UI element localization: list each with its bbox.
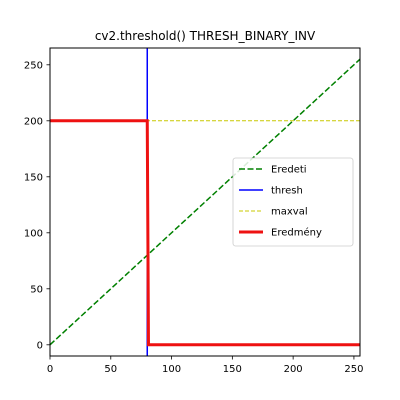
y-axis: 0 50 100 150 200 250 bbox=[24, 60, 50, 351]
legend: Eredeti thresh maxval Eredmény bbox=[232, 157, 354, 247]
legend-box bbox=[232, 157, 354, 247]
chart-title: cv2.threshold() THRESH_BINARY_INV bbox=[95, 29, 316, 43]
x-tick-label: 250 bbox=[344, 364, 363, 375]
x-tick-label: 50 bbox=[104, 364, 117, 375]
plot-area bbox=[50, 48, 360, 356]
x-axis: 0 50 100 150 200 250 bbox=[47, 356, 363, 375]
series-line-eredeti bbox=[50, 58, 360, 346]
legend-label-maxval: maxval bbox=[271, 207, 308, 218]
y-tick-label: 150 bbox=[24, 172, 43, 183]
x-tick-label: 150 bbox=[223, 364, 242, 375]
legend-label-eredmeny: Eredmény bbox=[271, 227, 322, 239]
y-tick-label: 250 bbox=[24, 60, 43, 71]
x-tick-label: 200 bbox=[284, 364, 303, 375]
legend-label-thresh: thresh bbox=[271, 186, 303, 197]
series-line-eredmeny bbox=[50, 119, 360, 347]
y-tick-label: 0 bbox=[37, 340, 43, 351]
y-tick-label: 100 bbox=[24, 228, 43, 239]
x-tick-label: 100 bbox=[162, 364, 181, 375]
y-tick-label: 200 bbox=[24, 116, 43, 127]
legend-label-eredeti: Eredeti bbox=[271, 165, 307, 176]
y-tick-label: 50 bbox=[30, 284, 43, 295]
x-tick-label: 0 bbox=[47, 364, 53, 375]
axes-frame bbox=[49, 47, 361, 357]
